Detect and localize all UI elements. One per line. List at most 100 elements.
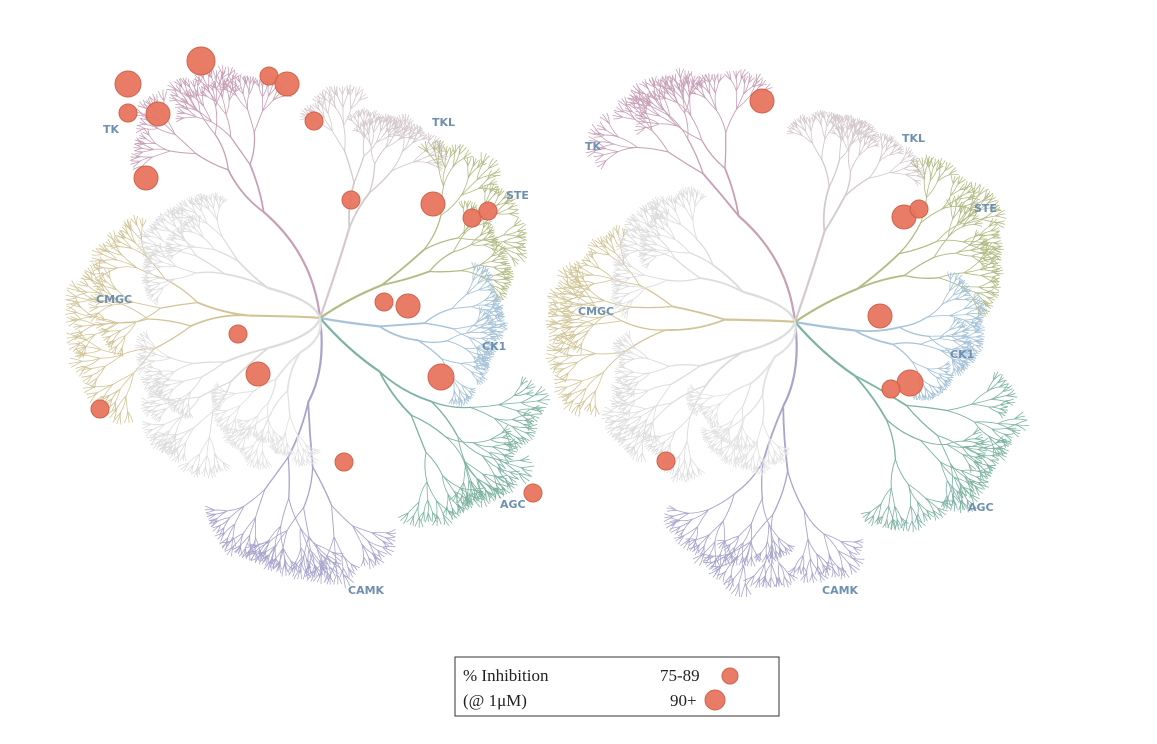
branch: [98, 271, 105, 287]
branch: [800, 566, 804, 575]
branch: [494, 274, 506, 279]
branch: [511, 415, 524, 420]
branch: [999, 406, 1008, 410]
branch: [234, 78, 238, 87]
branch: [436, 162, 443, 166]
branch: [521, 435, 526, 445]
branch: [409, 515, 415, 525]
branch: [349, 85, 355, 96]
branch: [399, 121, 407, 128]
branch: [320, 103, 329, 114]
branch: [300, 547, 307, 560]
branch: [331, 504, 353, 527]
branch: [290, 560, 297, 570]
branch: [213, 198, 216, 209]
branch: [253, 110, 263, 133]
branch: [481, 455, 495, 475]
branch: [385, 528, 396, 534]
branch: [382, 545, 396, 548]
branch: [636, 147, 669, 153]
branch: [485, 319, 493, 323]
branch: [239, 73, 242, 84]
branch: [990, 395, 1007, 400]
branch: [288, 561, 297, 569]
branch: [126, 218, 132, 230]
branch: [476, 347, 486, 352]
branch: [443, 514, 446, 525]
branch: [195, 271, 226, 275]
branch: [525, 432, 533, 440]
branch: [407, 501, 420, 514]
branch: [135, 307, 161, 323]
branch: [485, 279, 492, 284]
branch: [104, 290, 116, 299]
branch: [350, 563, 355, 573]
branch: [458, 144, 464, 155]
branch: [497, 467, 510, 477]
branch: [245, 75, 248, 85]
branch: [224, 545, 235, 552]
branch: [371, 532, 386, 538]
branch: [501, 485, 504, 497]
branch: [371, 552, 381, 557]
branch: [508, 205, 518, 210]
branch: [393, 126, 400, 137]
branch: [280, 525, 284, 549]
branch: [461, 385, 467, 394]
branch: [108, 269, 111, 279]
branch: [325, 99, 336, 109]
branch: [400, 512, 409, 521]
branch: [469, 404, 500, 408]
branch: [263, 560, 272, 570]
branch: [466, 200, 472, 209]
branch: [142, 421, 152, 425]
branch: [102, 335, 112, 338]
branch: [443, 166, 454, 187]
branch: [718, 75, 725, 83]
branch: [452, 158, 464, 168]
branch: [382, 540, 388, 549]
branch: [513, 393, 527, 396]
branch: [246, 93, 250, 110]
branch: [793, 231, 826, 323]
branch: [479, 373, 485, 379]
branch: [937, 368, 945, 372]
branch: [593, 134, 605, 138]
branch: [1005, 395, 1018, 398]
branch: [503, 225, 515, 236]
branch: [400, 122, 405, 136]
branch: [113, 330, 122, 341]
branch: [274, 525, 282, 547]
branch: [145, 288, 153, 291]
branch: [122, 348, 155, 355]
branch: [497, 463, 506, 470]
branch: [396, 135, 404, 138]
branch: [325, 555, 331, 565]
branch: [853, 541, 863, 547]
branch: [343, 124, 346, 152]
branch: [488, 452, 499, 465]
branch: [818, 111, 821, 118]
branch: [262, 86, 268, 97]
branch: [395, 131, 402, 134]
branch: [359, 96, 369, 101]
branch: [314, 565, 320, 577]
branch: [493, 487, 502, 499]
branch: [92, 281, 102, 294]
branch: [136, 137, 144, 145]
branch: [477, 479, 484, 496]
branch: [99, 256, 107, 264]
branch: [497, 255, 504, 258]
branch: [442, 474, 449, 495]
branch: [513, 222, 525, 227]
branch: [511, 256, 516, 267]
branch: [488, 452, 504, 456]
branch: [227, 536, 234, 547]
branch: [412, 161, 428, 163]
branch: [823, 533, 830, 555]
branch: [109, 232, 116, 243]
branch: [1005, 393, 1016, 397]
branch: [368, 170, 393, 194]
branch: [265, 460, 267, 469]
branch: [373, 113, 379, 118]
